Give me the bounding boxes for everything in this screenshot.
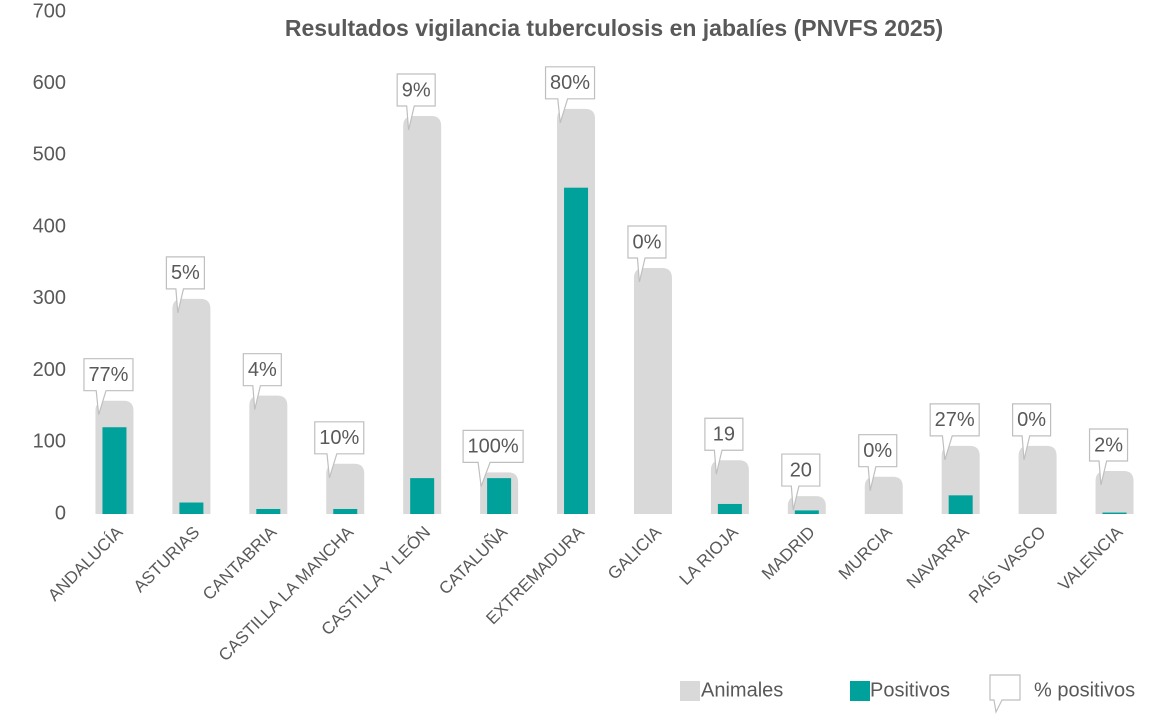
x-tick-label: CATALUÑA [435,522,511,598]
bar-animales [710,460,749,514]
bar-animales [249,395,288,514]
bar-animales [787,496,826,514]
y-tick-label: 300 [33,287,66,309]
callout-label: 80% [550,72,590,94]
callout-label: 27% [935,409,975,431]
legend-label: Positivos [870,679,950,701]
bar-animales [1018,445,1057,514]
bar-positivos [794,510,819,514]
callout [462,429,524,487]
x-tick-label: VALENCIA [1055,522,1127,594]
y-tick-label: 400 [33,215,66,237]
y-tick-label: 200 [33,359,66,381]
legend-swatch [850,681,870,701]
callout [396,73,436,131]
callout-label: 20 [790,459,812,481]
bar-animales [172,298,211,514]
callout [1088,428,1129,486]
x-tick-label: MURCIA [835,522,896,583]
bar-animales [1095,470,1134,514]
chart-title: Resultados vigilancia tuberculosis en ja… [285,15,943,41]
x-tick-label: GALICIA [604,522,665,583]
callout [165,256,205,313]
callout-label: 19 [713,423,735,445]
callout [1012,403,1052,461]
bar-animales [864,476,903,514]
callout-label: 0% [1017,409,1046,431]
bar-positivos [717,503,742,514]
callout-label: 5% [171,262,200,284]
callout-label: 10% [319,427,359,449]
y-tick-label: 500 [33,144,66,166]
x-tick-label: CANTABRIA [199,522,281,604]
callout [627,225,667,283]
callout [858,434,898,491]
bar-animales [403,115,442,514]
bar-positivos [256,508,281,514]
bar-positivos [487,478,512,514]
callout-label: 4% [248,359,277,381]
callout-label: 2% [1094,434,1123,456]
callout-label: 77% [88,364,128,386]
bar-animales [633,268,672,514]
callout-label: 100% [468,436,519,458]
callout-label: 0% [863,440,892,462]
callout [704,417,744,475]
y-tick-label: 0 [55,502,66,524]
bar-positivos [333,508,358,514]
callout [83,358,134,415]
callout-label: 0% [633,231,662,253]
legend-label: % positivos [1034,679,1135,701]
bar-positivos [1102,512,1127,514]
x-tick-label: CASTILLA LA MANCHA [215,522,358,665]
callout [929,403,980,461]
y-tick-label: 100 [33,431,66,453]
y-tick-label: 700 [33,0,66,22]
bar-positivos [564,187,589,514]
x-tick-label: NAVARRA [903,522,973,592]
x-tick-label: ANDALUCÍA [44,522,127,605]
x-tick-label: ASTURIAS [130,523,204,597]
bar-positivos [948,495,973,514]
y-tick-label: 600 [33,72,66,94]
callout [242,353,282,410]
bar-positivos [102,427,127,514]
callout [314,421,365,478]
bar-animales [326,463,365,514]
callout [544,66,596,123]
bar-positivos [410,478,435,514]
legend-swatch [680,681,700,701]
legend-swatch [989,674,1021,714]
legend-label: Animales [701,679,783,701]
x-tick-label: MADRID [758,523,819,584]
callout [781,453,821,511]
x-tick-label: PAÍS VASCO [965,523,1049,607]
x-tick-label: LA RIOJA [676,522,743,589]
callout-label: 9% [402,79,431,101]
bar-positivos [179,502,204,514]
